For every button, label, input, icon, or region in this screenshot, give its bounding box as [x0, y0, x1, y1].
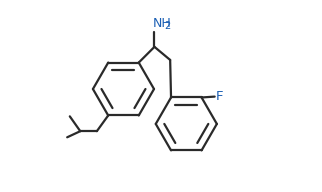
Text: 2: 2 — [164, 21, 170, 31]
Text: NH: NH — [153, 17, 171, 30]
Text: F: F — [216, 90, 223, 103]
